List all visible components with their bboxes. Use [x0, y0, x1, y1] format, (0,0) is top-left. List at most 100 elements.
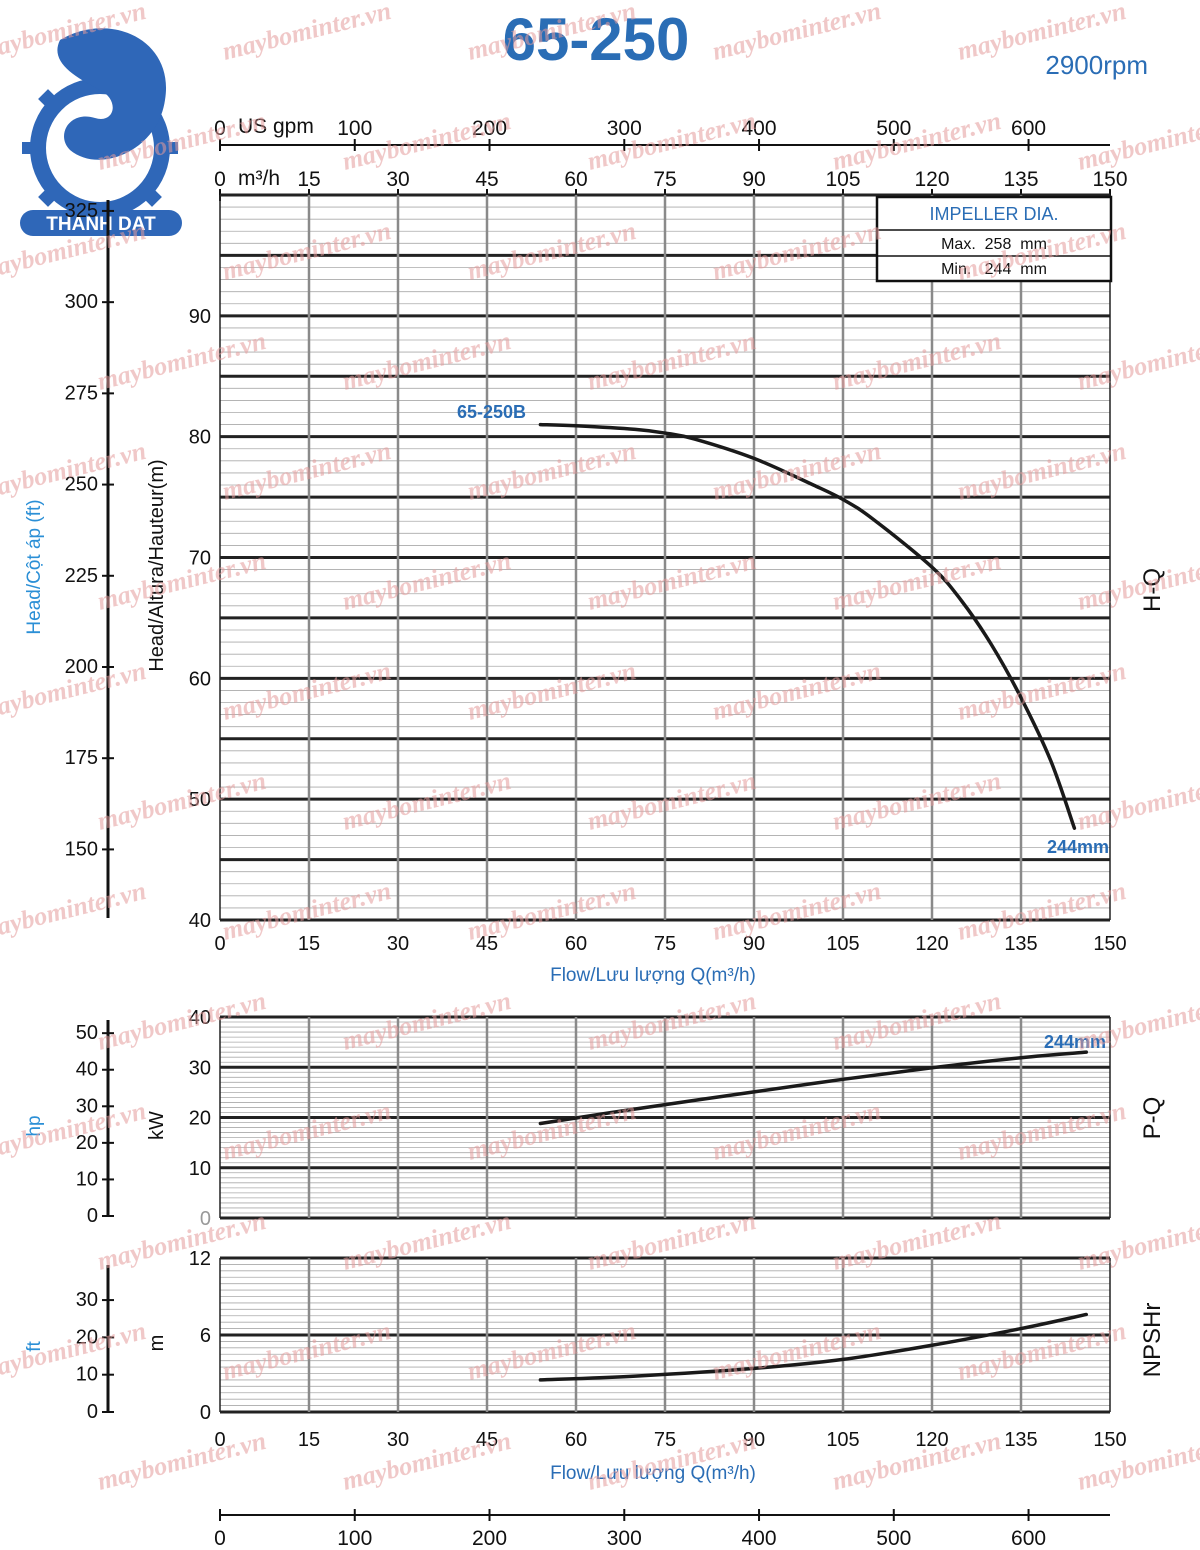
watermark-text: maybominter.vn [584, 1206, 759, 1276]
curve-type-label: H-Q [1139, 568, 1166, 612]
y-axis-label: Head/Altura/Hauteur(m) [146, 459, 168, 671]
watermark-text: maybominter.vn [94, 766, 269, 836]
x-tick-label: 15 [298, 1429, 320, 1451]
watermark-text: maybominter.vn [1074, 106, 1200, 176]
watermark-text: maybominter.vn [94, 1426, 269, 1496]
secondary-tick-label: 30 [76, 1095, 98, 1117]
secondary-y-label: ft [24, 1341, 45, 1352]
y-tick-label: 30 [189, 1057, 211, 1079]
x-tick-label: 90 [743, 1429, 765, 1451]
y-axis-label: kW [146, 1111, 168, 1140]
curve-p-q [538, 1050, 1089, 1126]
secondary-tick-label: 300 [65, 291, 98, 313]
x-tick-label: 150 [1093, 933, 1126, 955]
top-m3h-tick-label: 90 [742, 168, 765, 191]
watermark-text: maybominter.vn [94, 986, 269, 1056]
x-axis-label: Flow/Lưu lượng Q(m³/h) [550, 965, 756, 986]
x-tick-label: 75 [654, 1429, 676, 1451]
watermark-text: maybominter.vn [1074, 986, 1200, 1056]
curve-npshr [538, 1312, 1089, 1382]
y-axis-label: m [146, 1335, 168, 1352]
y-tick-label: 70 [189, 548, 211, 570]
gpm-unit-label: US gpm [238, 115, 314, 138]
secondary-tick-label: 0 [87, 1401, 98, 1423]
watermark-text: maybominter.vn [829, 766, 1004, 836]
impeller-min: Min. 244 mm [941, 261, 1047, 278]
secondary-tick-label: 275 [65, 382, 98, 404]
brand-banner [20, 210, 182, 236]
y-tick-label: 90 [189, 306, 211, 328]
thanh-dat-logo: THANH DAT [20, 28, 182, 236]
watermark-text: maybominter.vn [94, 326, 269, 396]
secondary-tick-label: 175 [65, 747, 98, 769]
impeller-title: IMPELLER DIA. [929, 204, 1058, 224]
watermark-text: maybominter.vn [954, 1316, 1129, 1386]
top-m3h-tick-label: 105 [825, 168, 860, 191]
watermark-text: maybominter.vn [709, 436, 884, 506]
y-tick-label: 12 [189, 1248, 211, 1270]
gpm-tick-label: 100 [337, 1527, 372, 1550]
watermark-text: maybominter.vn [1074, 1206, 1200, 1276]
watermark-text: maybominter.vn [219, 436, 394, 506]
y-tick-label: 40 [189, 910, 211, 932]
x-tick-label: 120 [915, 933, 948, 955]
gpm-tick-label: 500 [876, 1527, 911, 1550]
secondary-tick-label: 20 [76, 1132, 98, 1154]
x-tick-label: 0 [214, 1429, 225, 1451]
x-tick-label: 135 [1004, 1429, 1037, 1451]
secondary-tick-label: 225 [65, 565, 98, 587]
y-tick-label: 80 [189, 427, 211, 449]
watermark-text: maybominter.vn [709, 0, 884, 66]
brand-name: THANH DAT [46, 214, 156, 235]
y-tick-label: 20 [189, 1108, 211, 1130]
x-tick-label: 105 [826, 933, 859, 955]
y-tick-label: 60 [189, 668, 211, 690]
secondary-y-label: hp [24, 1115, 45, 1136]
top-m3h-tick-label: 75 [653, 168, 676, 191]
watermark-text: maybominter.vn [339, 1426, 514, 1496]
top-m3h-tick-label: 45 [475, 168, 498, 191]
gpm-tick-label: 600 [1011, 1527, 1046, 1550]
gpm-tick-label: 400 [742, 117, 777, 140]
x-tick-label: 105 [826, 1429, 859, 1451]
watermark-text: maybominter.vn [94, 546, 269, 616]
hq-chart: 405060708090150175200225250275300325Head… [24, 193, 1166, 986]
x-axis-label: Flow/Lưu lượng Q(m³/h) [550, 1463, 756, 1484]
y-tick-label: 0 [200, 1208, 211, 1230]
secondary-tick-label: 40 [76, 1059, 98, 1081]
watermark-text: maybominter.vn [829, 326, 1004, 396]
watermark-text: maybominter.vn [584, 766, 759, 836]
watermark-text: maybominter.vn [584, 326, 759, 396]
watermark-text: maybominter.vn [0, 1096, 149, 1166]
gpm-tick-label: 400 [742, 1527, 777, 1550]
watermark-text: maybominter.vn [829, 106, 1004, 176]
x-tick-label: 60 [565, 933, 587, 955]
x-tick-label: 30 [387, 933, 409, 955]
swirl-icon [57, 28, 167, 160]
impeller-table: IMPELLER DIA. Max. 258 mm Min. 244 mm [875, 195, 1113, 283]
secondary-tick-label: 10 [76, 1364, 98, 1386]
secondary-y-label: Head/Cột áp (ft) [24, 499, 45, 634]
y-tick-label: 50 [189, 789, 211, 811]
watermark-text: maybominter.vn [584, 986, 759, 1056]
x-tick-label: 45 [476, 933, 498, 955]
m3h-unit-label: m³/h [238, 167, 280, 190]
watermark-text: maybominter.vn [219, 1316, 394, 1386]
gpm-tick-label: 200 [472, 1527, 507, 1550]
curve-h-q [538, 422, 1077, 830]
watermark-text: maybominter.vn [829, 986, 1004, 1056]
x-tick-label: 135 [1004, 933, 1037, 955]
x-tick-label: 30 [387, 1429, 409, 1451]
rpm-label: 2900rpm [1045, 50, 1148, 80]
secondary-tick-label: 200 [65, 656, 98, 678]
watermark-text: maybominter.vn [464, 436, 639, 506]
curve-annotation: 244mm [1047, 837, 1109, 857]
watermark-text: maybominter.vn [829, 1206, 1004, 1276]
y-tick-label: 0 [200, 1402, 211, 1424]
secondary-tick-label: 30 [76, 1289, 98, 1311]
watermark-text: maybominter.vn [0, 1316, 149, 1386]
watermark-text: maybominter.vn [1074, 326, 1200, 396]
x-tick-label: 90 [743, 933, 765, 955]
